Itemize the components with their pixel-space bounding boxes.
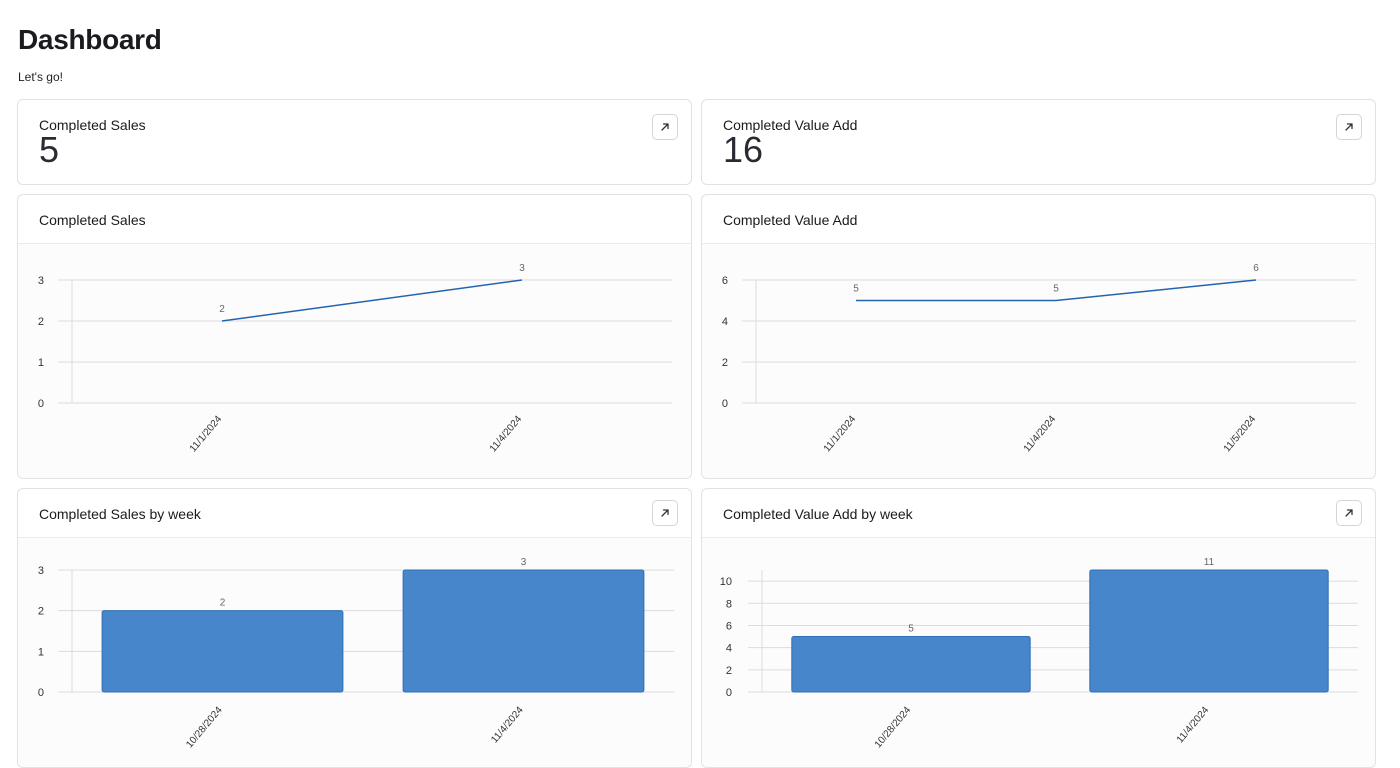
bar-chart-completed-sales-by-week: 0 1 2 3 2 3 10/28/2024 11/4/2024 [38,557,674,751]
chart-title: Completed Value Add by week [723,506,913,522]
data-label: 6 [1253,263,1259,274]
data-label: 5 [1053,284,1059,295]
chart-body: 0 1 2 3 2 3 10/28/2024 11/4/2024 [18,538,691,767]
x-tick-label: 11/4/2024 [1175,705,1212,746]
y-tick-label: 2 [38,606,44,618]
chart-body: 0 2 4 6 5 5 6 11/1/2024 11/4/2024 11/5/2024 [702,244,1375,478]
bar [1089,569,1329,693]
y-tick-label: 10 [720,576,732,588]
arrow-up-right-icon [661,509,669,517]
chart-card-header: Completed Sales by week [18,489,691,538]
x-tick-label: 11/4/2024 [1022,414,1059,455]
stat-label: Completed Sales [39,117,146,133]
data-label: 5 [908,624,914,635]
open-stat-button[interactable] [652,114,678,140]
page-subtitle: Let's go! [18,70,63,84]
bar-chart-completed-value-add-by-week: 0 2 4 6 8 10 5 11 10/28/2024 11/4/2024 [720,557,1358,751]
bar [101,610,344,693]
y-tick-label: 4 [722,316,728,328]
x-tick-label: 11/4/2024 [488,414,525,455]
stat-value: 16 [723,129,764,170]
y-tick-label: 2 [726,665,732,677]
bar [791,636,1031,693]
data-label: 3 [519,263,525,274]
y-tick-label: 1 [38,357,44,369]
stat-card-completed-sales: Completed Sales 5 [17,99,692,185]
chart-card-completed-value-add-by-week: Completed Value Add by week 0 2 4 6 8 10 5 11 10… [701,488,1376,768]
chart-card-completed-sales-by-week: Completed Sales by week 0 1 2 3 2 3 10/28/2024… [17,488,692,768]
open-chart-button[interactable] [652,500,678,526]
chart-title: Completed Sales by week [39,506,201,522]
y-tick-label: 0 [38,398,44,410]
chart-card-header: Completed Sales [18,195,691,244]
open-stat-button[interactable] [1336,114,1362,140]
y-tick-label: 4 [726,643,732,655]
stat-card-completed-value-add: Completed Value Add 16 [701,99,1376,185]
page-title: Dashboard [18,24,162,55]
arrow-up-right-icon [661,123,669,131]
y-tick-label: 2 [722,357,728,369]
y-tick-label: 2 [38,316,44,328]
data-label: 2 [219,304,225,315]
chart-card-header: Completed Value Add by week [702,489,1375,538]
line-chart-completed-value-add: 0 2 4 6 5 5 6 11/1/2024 11/4/2024 11/5/2024 [722,263,1356,455]
stat-label: Completed Value Add [723,117,858,133]
data-label: 5 [853,284,859,295]
y-tick-label: 0 [726,687,732,699]
x-tick-label: 11/1/2024 [188,414,225,455]
x-tick-label: 11/1/2024 [822,414,859,455]
chart-card-completed-value-add: Completed Value Add 0 2 4 6 5 5 6 11/1/2024 11/4… [701,194,1376,479]
chart-body: 0 1 2 3 2 3 11/1/2024 11/4/2024 [18,244,691,478]
y-tick-label: 6 [726,620,732,632]
line-chart-completed-sales: 0 1 2 3 2 3 11/1/2024 11/4/2024 [38,263,672,455]
chart-body: 0 2 4 6 8 10 5 11 10/28/2024 11/4/2024 [702,538,1375,767]
y-tick-label: 0 [38,687,44,699]
bar [402,569,645,693]
stat-value: 5 [39,129,60,170]
y-tick-label: 3 [38,275,44,287]
y-tick-label: 1 [38,646,44,658]
series-line [856,279,1257,302]
chart-title: Completed Value Add [723,212,858,228]
x-tick-label: 10/28/2024 [184,705,225,751]
y-tick-label: 8 [726,598,732,610]
y-tick-label: 0 [722,398,728,410]
arrow-up-right-icon [1345,509,1353,517]
x-tick-label: 11/5/2024 [1222,414,1259,455]
open-chart-button[interactable] [1336,500,1362,526]
arrow-up-right-icon [1345,123,1353,131]
chart-card-completed-sales: Completed Sales 0 1 2 3 2 3 11/1/2024 11/4/2024 [17,194,692,479]
data-label: 3 [521,557,527,568]
y-tick-label: 6 [722,275,728,287]
series-line [221,279,523,322]
chart-card-header: Completed Value Add [702,195,1375,244]
y-tick-label: 3 [38,565,44,577]
data-label: 11 [1204,557,1215,568]
chart-title: Completed Sales [39,212,146,228]
x-tick-label: 10/28/2024 [873,705,914,751]
x-tick-label: 11/4/2024 [489,705,526,746]
data-label: 2 [220,598,226,609]
